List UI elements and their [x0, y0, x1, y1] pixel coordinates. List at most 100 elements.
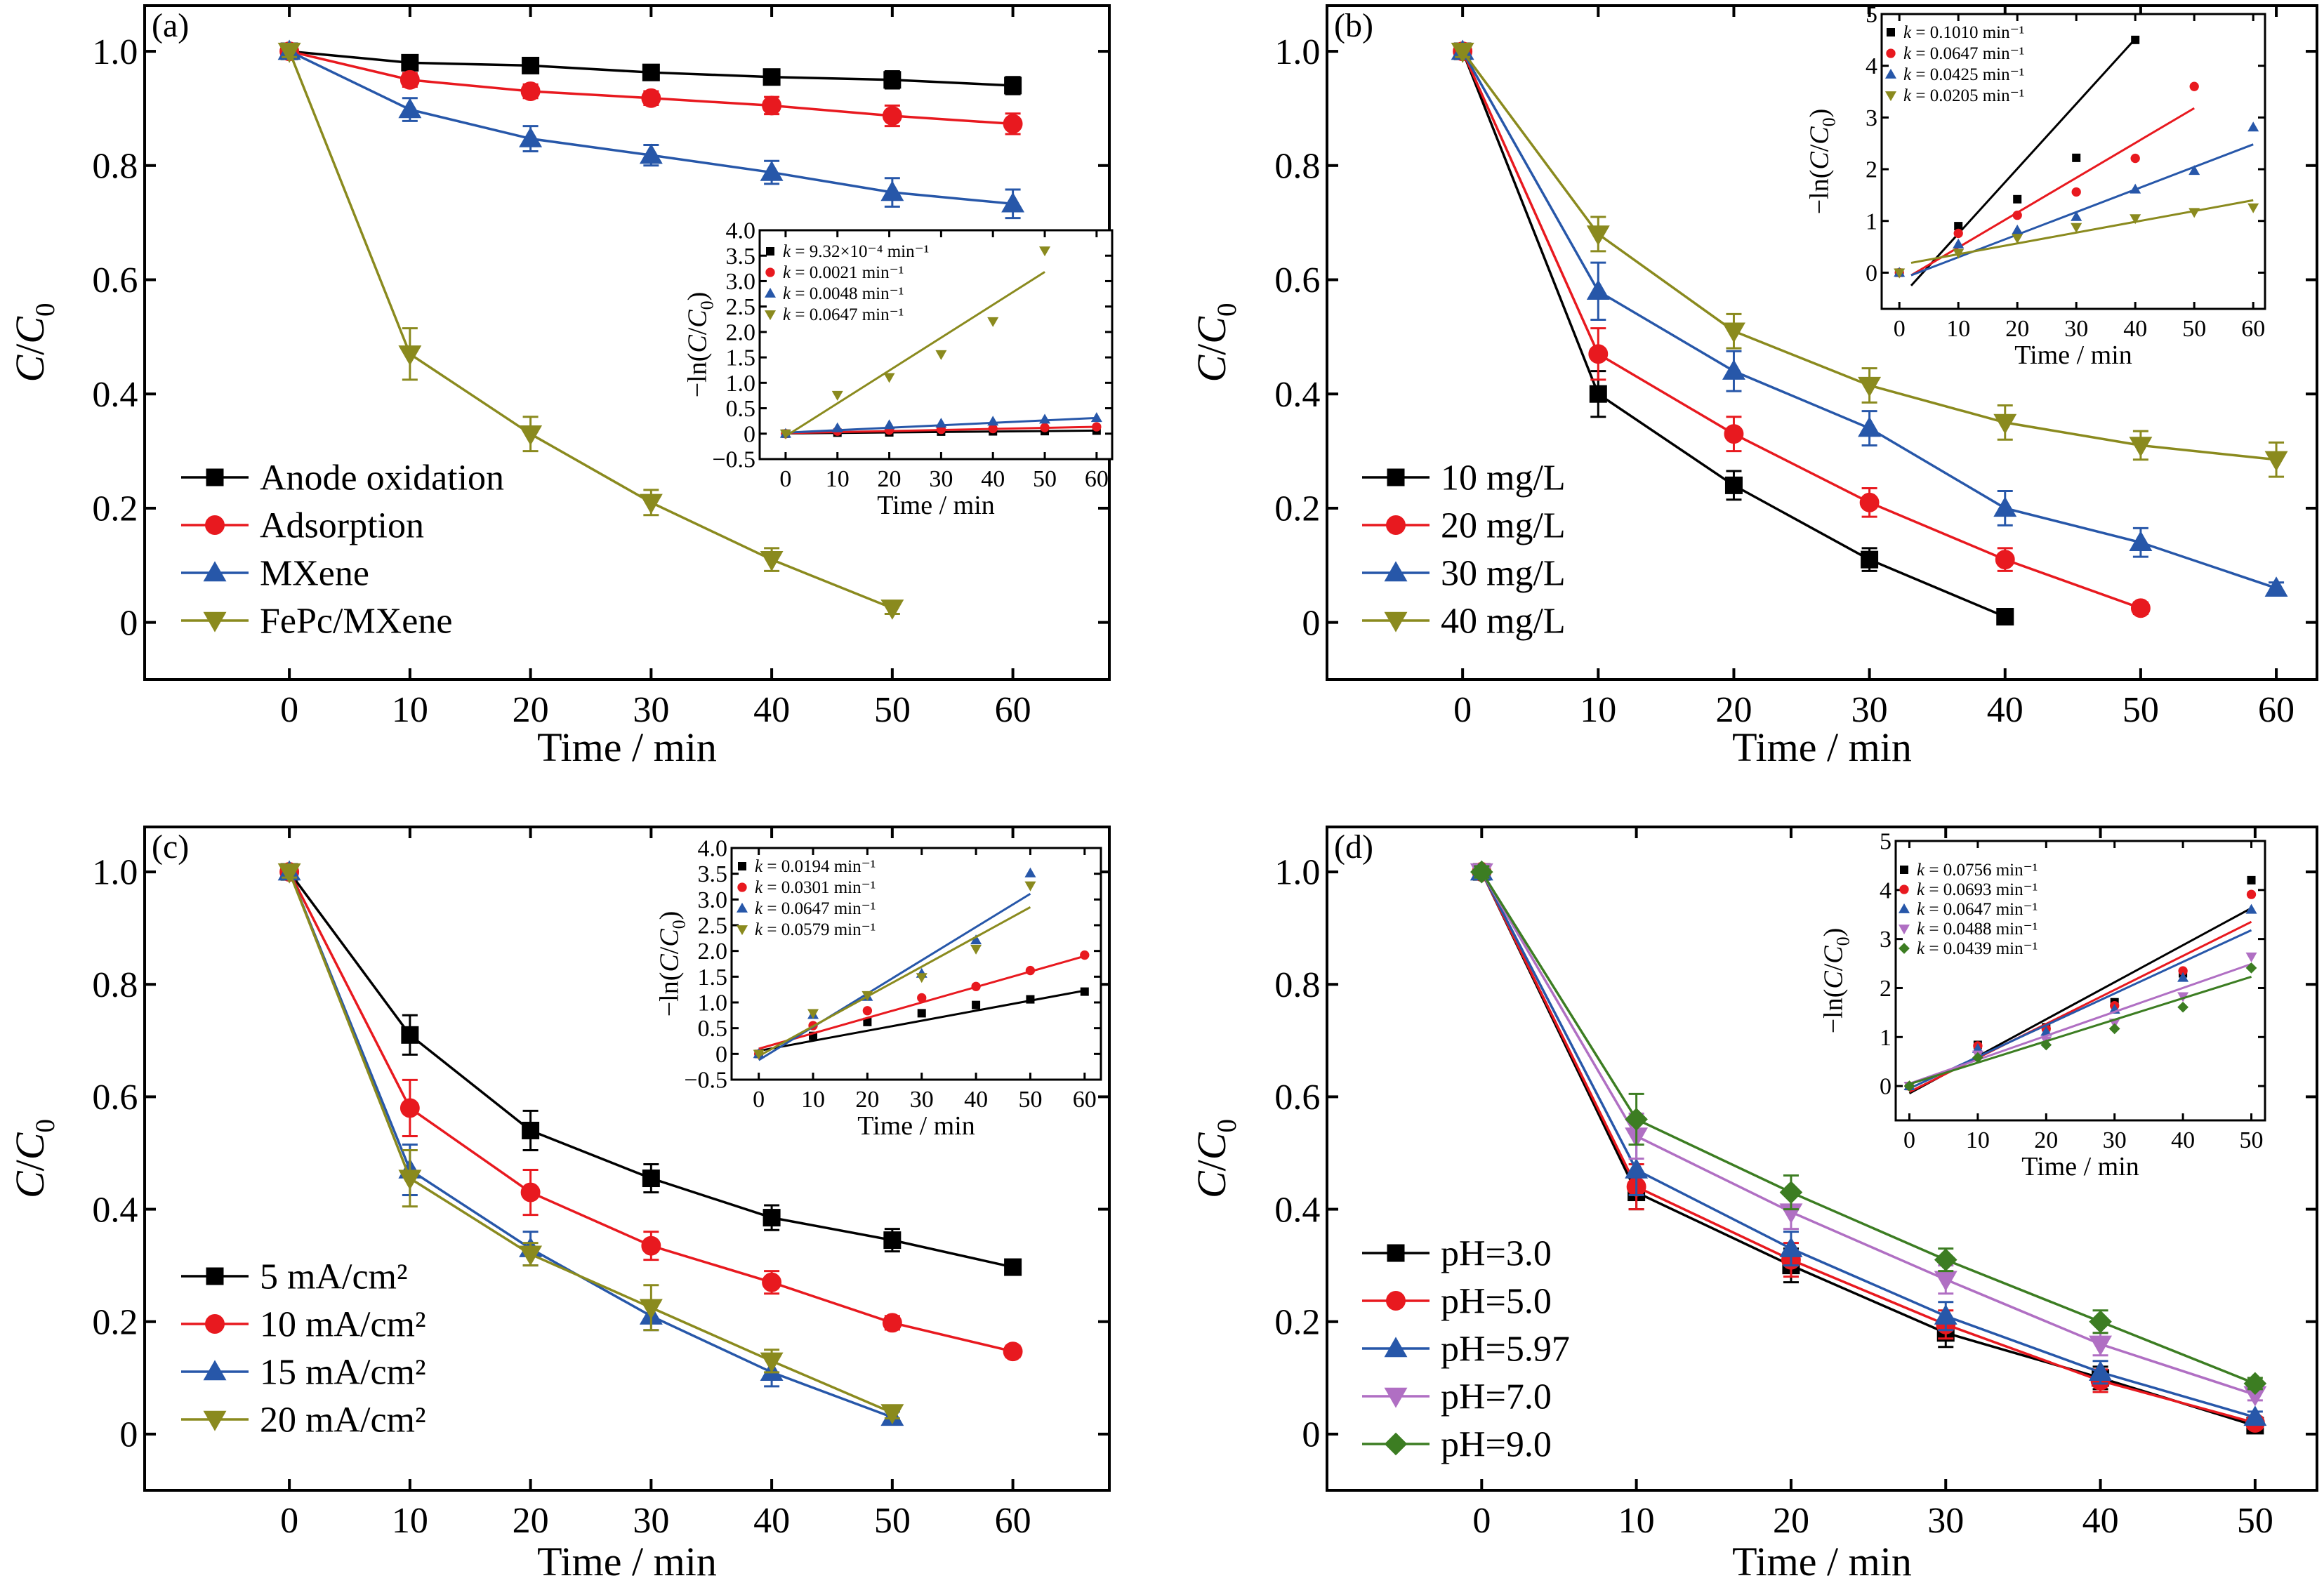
fit-line — [1908, 929, 2252, 1089]
main-axis-ytick-label: 0.8 — [92, 146, 138, 186]
inset-axis-xtick-label: 0 — [779, 466, 791, 492]
data-point — [883, 71, 902, 89]
inset-data-point — [1972, 1052, 1983, 1064]
legend-marker — [1387, 1244, 1405, 1262]
data-point — [639, 1299, 663, 1320]
main-axis-xtick-label: 20 — [1715, 690, 1752, 730]
inset-data-point — [2013, 194, 2022, 204]
main-axis-xtick-label: 50 — [2237, 1501, 2273, 1541]
inset-data-point — [2071, 223, 2082, 233]
data-point — [1993, 496, 2017, 517]
inset-series-4: k = 0.0439 min⁻¹ — [1899, 939, 2257, 1092]
inset-series-2: k = 0.0647 min⁻¹ — [1898, 900, 2257, 1090]
data-point — [2264, 451, 2288, 472]
data-point — [639, 493, 663, 515]
main-axis-xtick-label: 30 — [1927, 1501, 1964, 1541]
inset-legend-marker — [1899, 943, 1910, 954]
data-point — [1586, 225, 1610, 246]
data-point — [1588, 344, 1609, 364]
inset-y-axis-label: −ln(C/C0) — [1805, 109, 1840, 215]
inset-legend-label: k = 0.0579 min⁻¹ — [755, 920, 876, 939]
main-axis-ytick-label: 0 — [119, 603, 138, 643]
inset-axis-ytick-label: 2.0 — [726, 319, 756, 345]
inset-data-point — [862, 1006, 873, 1016]
inset-axis-xtick-label: 0 — [753, 1087, 765, 1113]
inset-legend-marker — [1887, 28, 1895, 37]
main-axis-xtick-label: 0 — [280, 690, 298, 730]
legend-label: 15 mA/cm² — [260, 1353, 426, 1393]
inset-axis-ytick-label: 1 — [1880, 1025, 1891, 1051]
data-point — [760, 1352, 784, 1373]
legend-marker — [1387, 468, 1405, 486]
data-point — [1779, 1181, 1803, 1204]
main-axis-ytick-label: 0.2 — [92, 489, 138, 529]
series-line — [288, 871, 893, 1419]
inset-axis-ytick-label: −0.5 — [684, 1068, 727, 1094]
inset-axis-xtick-label: 40 — [2123, 316, 2147, 342]
y-axis-label: C/C0 — [1189, 1119, 1242, 1198]
inset-axis-xtick-label: 50 — [2240, 1127, 2264, 1153]
data-point — [1995, 550, 2015, 570]
main-axis-frame — [1326, 826, 2318, 1492]
panel-a: 0 10 20 30 40 50 60 0 0.2 0.4 0.6 0.8 1.0 (a) Time / m… — [7, 4, 1114, 770]
inset-legend-label: k = 0.0647 min⁻¹ — [1917, 900, 2038, 919]
inset-legend-marker — [1886, 48, 1896, 58]
x-axis-label: Time / min — [537, 1539, 717, 1584]
inset-legend-marker — [765, 267, 775, 277]
inset-axis-xtick-label: 60 — [1073, 1087, 1097, 1113]
data-point — [1722, 322, 1745, 343]
data-point — [1589, 385, 1607, 403]
data-point — [1451, 42, 1474, 63]
main-axis-xtick-label: 20 — [513, 690, 549, 730]
inset-data-point — [1024, 881, 1036, 892]
legend: Anode oxidation Adsorption MXene FePc/MXene — [181, 458, 504, 642]
main-axis-ytick-label: 0.6 — [1274, 260, 1320, 300]
data-point — [522, 1121, 540, 1139]
inset-data-point — [883, 419, 895, 430]
inset-data-point — [917, 993, 927, 1003]
inset-y-axis-label: −ln(C/C0) — [683, 292, 718, 398]
inset-data-point — [1024, 867, 1036, 877]
inset-data-point — [935, 350, 947, 360]
legend-label: FePc/MXene — [260, 602, 452, 642]
data-point — [1004, 1258, 1022, 1276]
main-axis-xtick-label: 20 — [1773, 1501, 1809, 1541]
data-point — [1993, 413, 2017, 435]
inset: 0 10 20 30 40 50 0 1 2 3 4 5 Time / min −ln(C/C0) k = … — [1819, 829, 2266, 1181]
inset-axis-ytick-label: 2.0 — [698, 939, 728, 965]
inset-x-axis-label: Time / min — [2021, 1152, 2139, 1181]
main-axis-ytick-label: 0.6 — [1274, 1078, 1320, 1118]
series-line — [1480, 871, 2256, 1427]
series-2 — [1451, 39, 2288, 597]
inset-data-point — [831, 390, 843, 401]
main-axis-xtick-label: 50 — [2122, 690, 2159, 730]
fit-line — [1908, 962, 2252, 1085]
inset-series-1: k = 0.0647 min⁻¹ — [1886, 44, 2199, 278]
inset-y-axis-label: −ln(C/C0) — [1819, 928, 1854, 1034]
series-line — [288, 871, 893, 1415]
legend-label: Adsorption — [260, 506, 424, 546]
legend-marker — [206, 468, 224, 486]
main-axis-xtick-label: 0 — [1453, 690, 1472, 730]
inset-axis-ytick-label: 4 — [1866, 53, 1877, 79]
inset-axis-xtick-label: 60 — [1085, 466, 1109, 492]
data-point — [1625, 1158, 1649, 1179]
inset-data-point — [2188, 208, 2200, 218]
data-point — [2243, 1405, 2267, 1426]
inset-data-point — [807, 1009, 819, 1019]
data-point — [520, 81, 541, 101]
inset-legend-label: k = 0.0194 min⁻¹ — [755, 857, 876, 876]
fit-line — [785, 271, 1045, 437]
inset-y-axis-label: −ln(C/C0) — [655, 911, 689, 1017]
inset-data-point — [861, 991, 873, 1001]
main-axis-xtick-label: 20 — [513, 1501, 549, 1541]
inset-x-axis-label: Time / min — [857, 1111, 975, 1141]
inset-data-point — [1953, 228, 1963, 239]
legend-label: 10 mg/L — [1441, 458, 1566, 498]
inset-series-1: k = 0.0301 min⁻¹ — [737, 878, 1090, 1059]
inset-legend-label: k = 0.0756 min⁻¹ — [1917, 861, 2038, 880]
inset-data-point — [916, 973, 927, 983]
inset-data-point — [2012, 210, 2022, 220]
legend-marker — [1386, 1291, 1406, 1311]
data-point — [762, 1272, 782, 1292]
